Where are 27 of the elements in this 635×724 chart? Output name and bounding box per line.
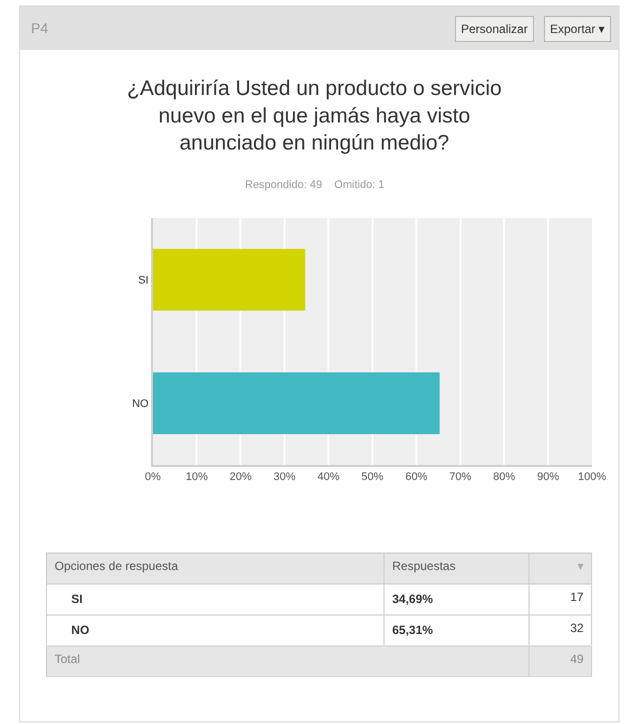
x-tick-label: 0%: [144, 471, 161, 484]
x-tick-label: 30%: [274, 471, 296, 484]
x-tick-label: 70%: [449, 471, 472, 484]
x-tick-label: 40%: [317, 471, 340, 484]
chart-subtitle: Respondido: 49 Omitido: 1: [245, 179, 384, 191]
text: 32: [570, 621, 584, 635]
text: 49: [570, 652, 584, 666]
text: P4: [31, 20, 48, 36]
x-tick-label: 100%: [578, 471, 606, 484]
category-label: NO: [71, 623, 90, 637]
text: Respuestas: [392, 559, 456, 573]
x-tick-label: 80%: [493, 471, 516, 484]
text: Opciones de respuesta: [54, 559, 178, 573]
text: Exportar ▾: [550, 22, 605, 36]
text: 65,31%: [392, 623, 434, 637]
text: 34,69%: [392, 592, 434, 606]
text: 17: [570, 590, 584, 604]
category-label: SI: [71, 592, 83, 606]
x-tick-label: 10%: [186, 471, 208, 484]
text: Personalizar: [461, 22, 528, 36]
x-tick-label: 90%: [537, 471, 560, 484]
x-tick-label: 20%: [230, 471, 252, 484]
x-tick-label: 50%: [361, 471, 384, 484]
x-tick-label: 60%: [405, 471, 428, 484]
text: Total: [54, 652, 80, 666]
chart-title: ¿Adquiriría Usted un producto o servicio nuevo en el que jamás haya visto anunciado en ningún medio?: [127, 77, 502, 155]
text: ▾: [578, 559, 584, 573]
